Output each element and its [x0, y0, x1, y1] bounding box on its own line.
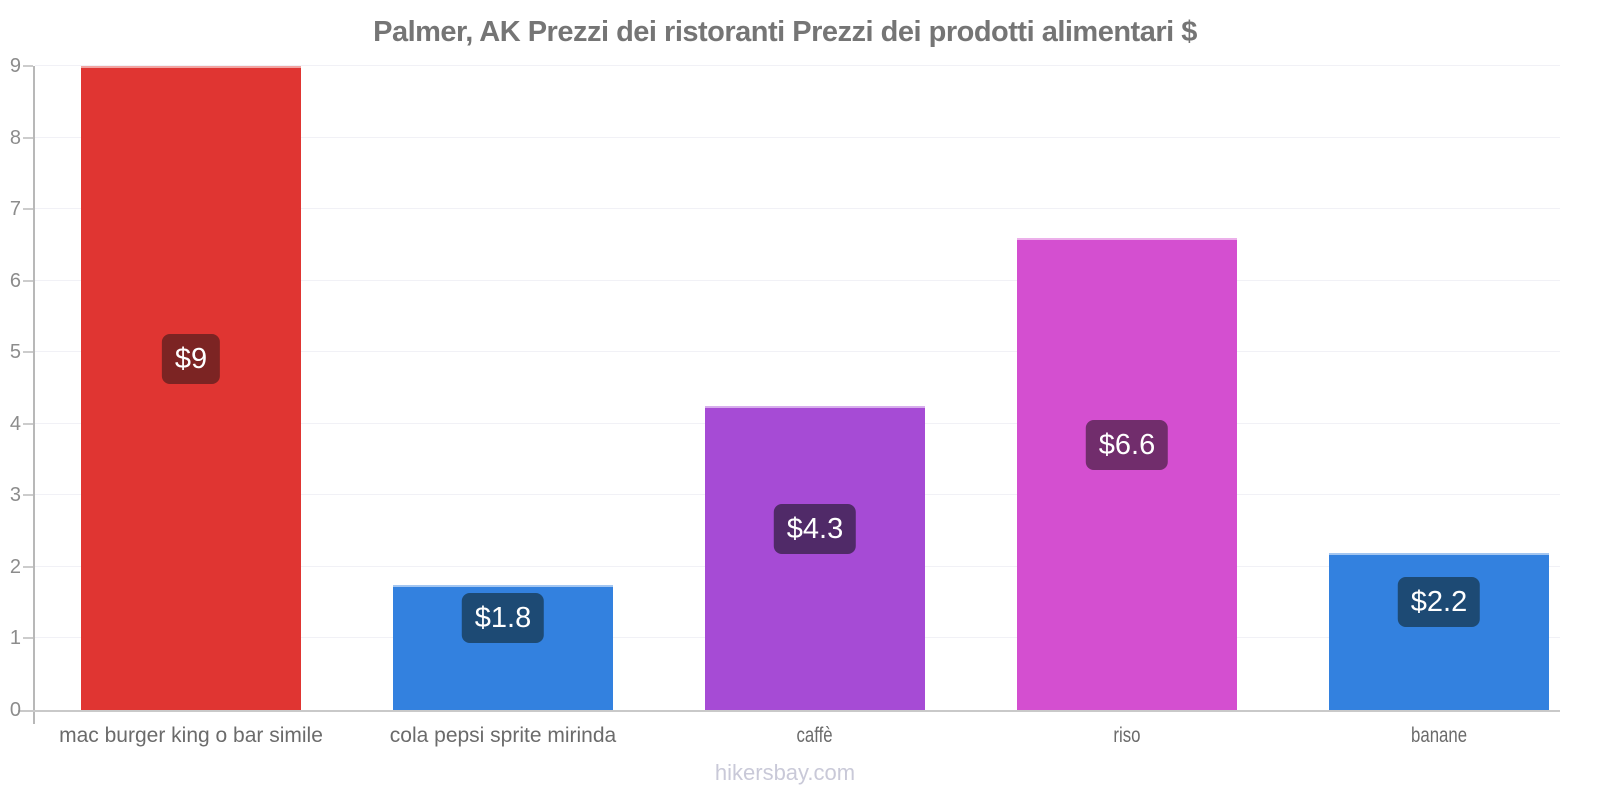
- y-tick: [23, 565, 33, 568]
- bar-value-label: $9: [161, 334, 221, 384]
- bar-slot: $9 mac burger king o bar simile: [35, 66, 347, 747]
- watermark-link[interactable]: hikersbay.com: [714, 760, 856, 785]
- y-tick-label: 7: [9, 198, 21, 221]
- y-tick: [23, 637, 33, 640]
- y-tick: [23, 279, 33, 282]
- y-tick: [23, 351, 33, 354]
- bar-3[interactable]: $4.3: [705, 405, 925, 710]
- bar-1[interactable]: $9: [81, 66, 301, 710]
- y-tick-label: 1: [9, 627, 21, 650]
- bar-value-label: $6.6: [1085, 419, 1169, 470]
- bar-4[interactable]: $6.6: [1017, 237, 1237, 710]
- bar-2[interactable]: $1.8: [393, 584, 613, 710]
- gridline: [35, 351, 1560, 353]
- y-tick-label: 3: [9, 484, 21, 507]
- bar-slot: $1.8 cola pepsi sprite mirinda: [347, 66, 659, 747]
- category-label: mac burger king o bar simile: [59, 724, 323, 747]
- gridline: [35, 208, 1560, 210]
- y-tick-label: 6: [9, 269, 21, 292]
- gridline: [35, 65, 1560, 66]
- bar-value-label: $1.8: [461, 593, 545, 644]
- y-tick: [23, 136, 33, 139]
- gridline: [35, 279, 1560, 281]
- bars-container: $9 mac burger king o bar simile $1.8 cola p…: [35, 66, 1595, 747]
- bar-5[interactable]: $2.2: [1329, 552, 1549, 710]
- bar-slot: $6.6 riso: [971, 66, 1283, 747]
- category-label: banane: [1410, 724, 1468, 747]
- y-tick: [23, 65, 33, 67]
- y-axis-line: [33, 66, 35, 724]
- y-tick-label: 4: [9, 412, 21, 435]
- y-tick: [23, 422, 33, 425]
- y-tick-label: 8: [9, 126, 21, 149]
- category-label: riso: [1113, 724, 1141, 747]
- y-tick: [23, 208, 33, 211]
- category-label: cola pepsi sprite mirinda: [389, 724, 617, 747]
- y-tick-label: 9: [9, 55, 21, 77]
- bar-slot: $2.2 banane: [1283, 66, 1595, 747]
- plot-area: $9 mac burger king o bar simile $1.8 cola p…: [10, 56, 1560, 747]
- category-label: caffè: [796, 724, 834, 747]
- chart-title: Palmer, AK Prezzi dei ristoranti Prezzi …: [373, 16, 1197, 48]
- bar-slot: $4.3 caffè: [659, 66, 971, 747]
- gridline: [35, 136, 1560, 138]
- bar-value-label: $2.2: [1397, 577, 1481, 628]
- y-tick-label: 0: [9, 699, 21, 721]
- x-axis-line: [18, 710, 1560, 712]
- y-tick: [23, 494, 33, 497]
- y-tick-label: 2: [9, 555, 21, 578]
- y-tick-label: 5: [9, 341, 21, 364]
- bar-value-label: $4.3: [773, 503, 857, 554]
